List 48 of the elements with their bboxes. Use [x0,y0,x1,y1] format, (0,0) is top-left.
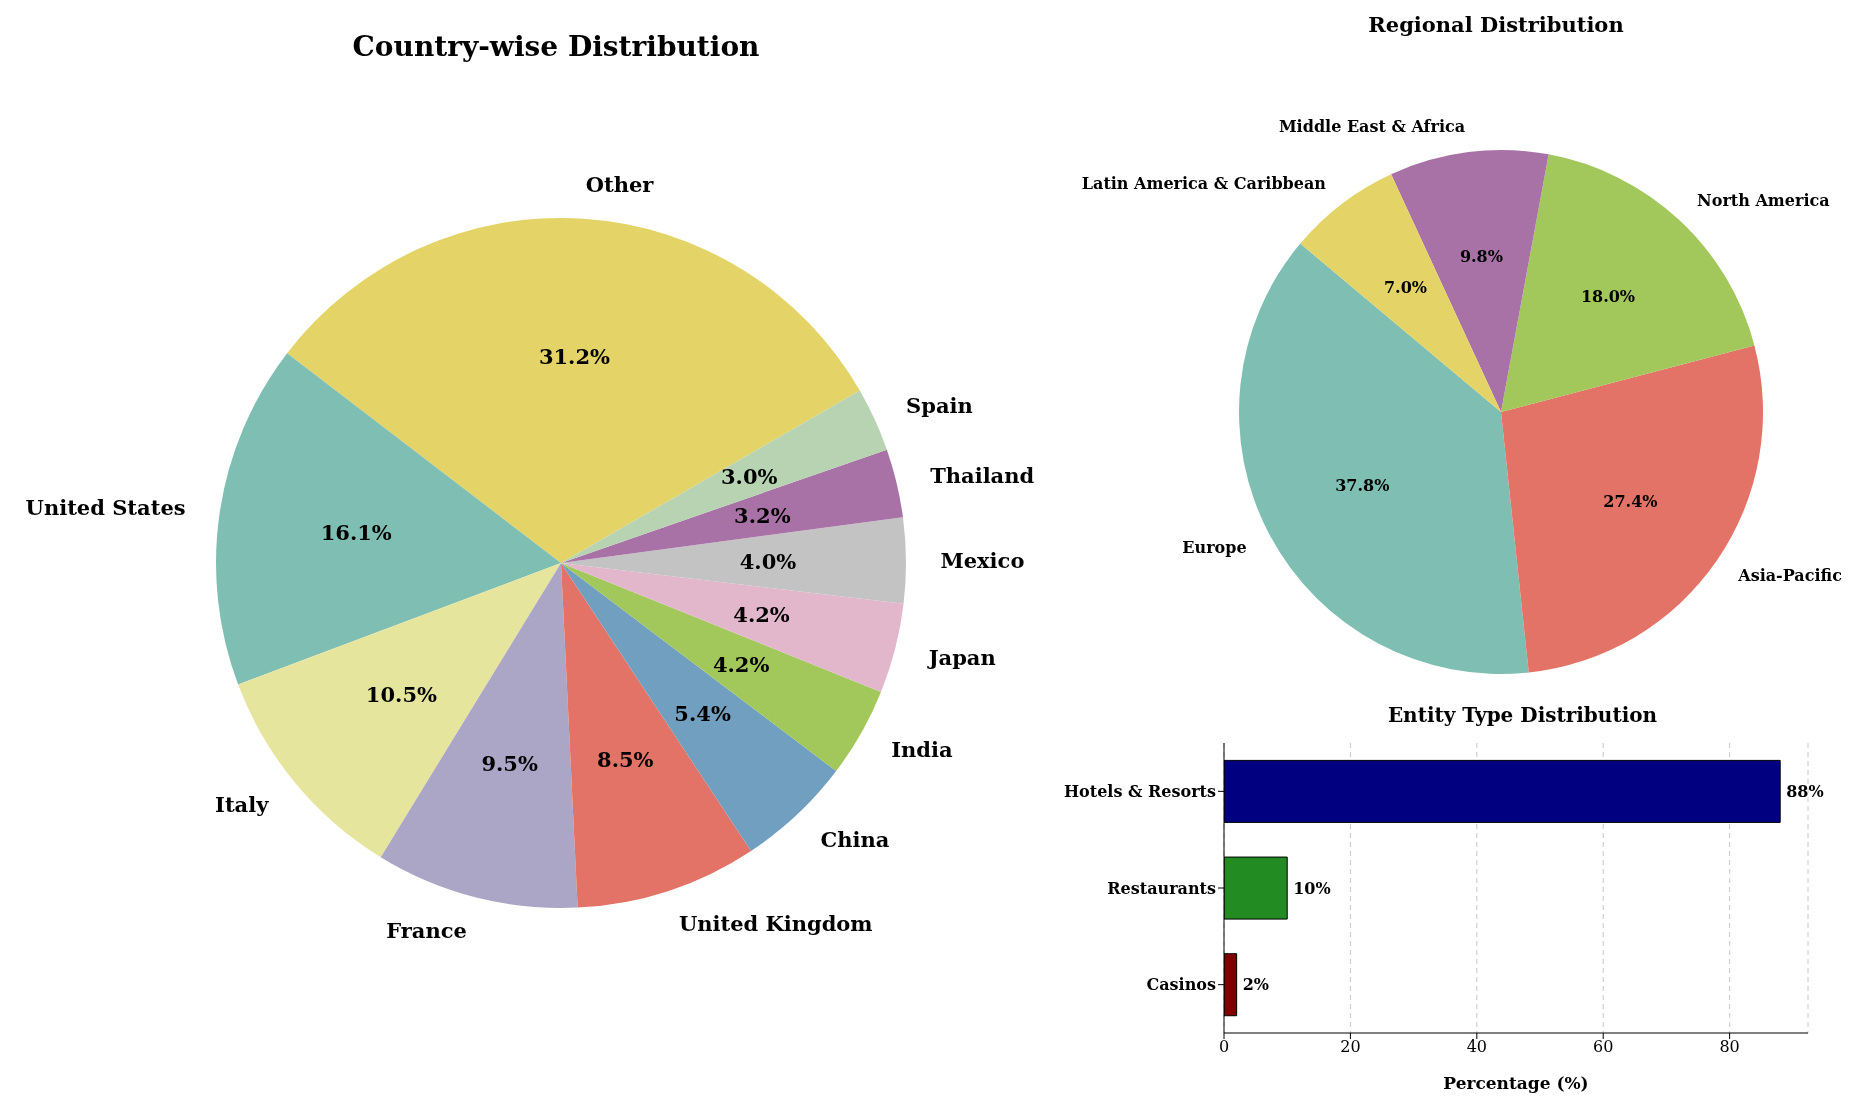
pie-slice [1501,154,1755,412]
data-label: 5.4% [674,701,731,727]
chart-title: Regional Distribution [1367,12,1625,37]
chart-title: Entity Type Distribution [1386,703,1659,727]
x-tick-label: 80 [1719,1037,1740,1057]
slice-label: Latin America & Caribbean [1081,173,1327,193]
data-label: 2% [1242,975,1269,995]
y-tick-label: Restaurants [1107,878,1216,898]
slice-label: Spain [906,392,973,418]
slice-label: Europe [1182,537,1247,557]
data-label: 9.5% [481,751,538,777]
chart-title: Country-wise Distribution [351,30,761,63]
data-label: 10.5% [365,682,437,708]
slice-label: United Kingdom [678,911,873,937]
data-label: 16.1% [320,520,392,546]
data-label: 8.5% [597,747,654,773]
data-label: 9.8% [1459,246,1503,266]
data-label: 18.0% [1580,287,1636,307]
slice-label: Asia-Pacific [1737,566,1843,586]
data-label: 31.2% [538,343,611,369]
data-label: 88% [1786,781,1824,801]
y-tick-label: Casinos [1146,975,1216,995]
data-label: 3.0% [720,464,778,490]
slice-label: France [386,918,467,944]
x-axis-title: Percentage (%) [1443,1073,1589,1093]
data-label: 10% [1293,878,1331,898]
data-label: 4.2% [733,601,790,627]
slice-label: Thailand [930,462,1035,488]
data-label: 37.8% [1335,476,1390,496]
data-label: 3.2% [734,502,791,528]
slice-label: United States [25,494,186,520]
x-tick-label: 60 [1593,1037,1614,1057]
slice-label: North America [1697,191,1830,211]
data-label: 27.4% [1603,491,1658,511]
slice-label: Mexico [940,547,1025,573]
data-label: 7.0% [1384,277,1428,297]
x-tick-label: 0 [1218,1037,1230,1057]
slice-label: Middle East & Africa [1278,116,1466,136]
x-tick-label: 40 [1466,1037,1487,1057]
x-tick-label: 20 [1340,1037,1361,1057]
data-label: 4.0% [739,548,797,574]
slice-label: Other [585,171,655,197]
slice-label: Japan [926,644,996,670]
y-tick-label: Hotels & Resorts [1063,782,1216,802]
data-label: 4.2% [712,652,770,678]
slice-label: India [891,737,953,763]
slice-label: Italy [215,792,270,818]
slice-label: China [820,827,890,853]
